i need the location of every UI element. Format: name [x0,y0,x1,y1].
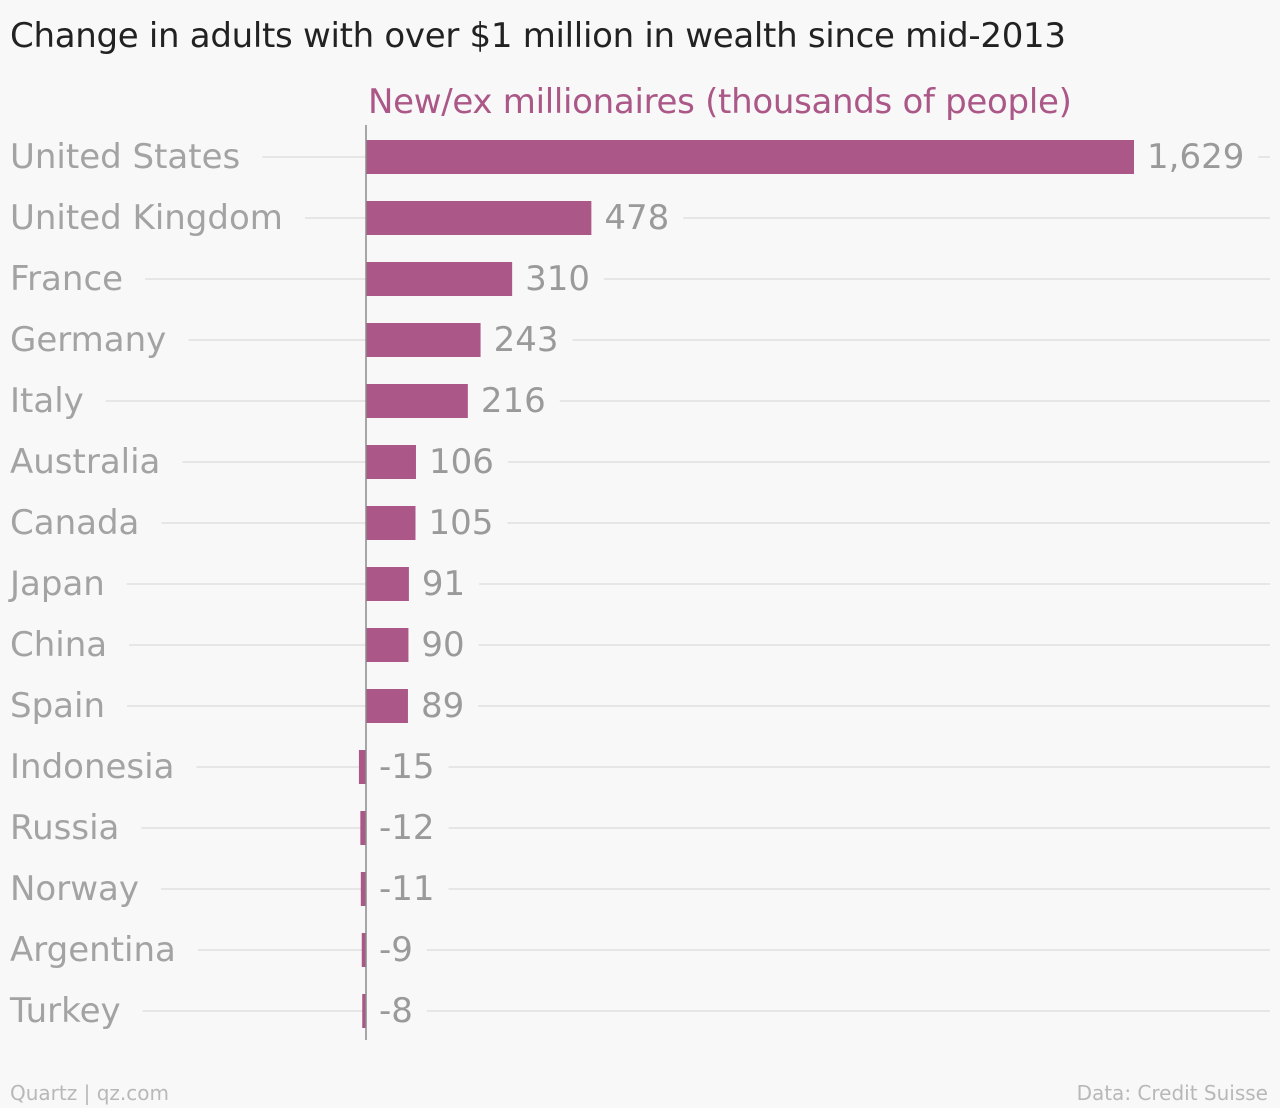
value-label: 106 [429,442,494,482]
value-label: 90 [421,625,464,665]
category-label: Indonesia [10,747,174,787]
bar [366,384,468,418]
category-label: Australia [10,442,160,482]
category-label: Argentina [10,930,176,970]
chart-title: Change in adults with over $1 million in… [10,16,1066,56]
bar [366,689,408,723]
series-title: New/ex millionaires (thousands of people… [368,82,1072,122]
value-label: -8 [379,991,413,1031]
gridlines [105,156,1270,1012]
bar [361,933,366,967]
bar [366,323,481,357]
value-label: 105 [429,503,494,543]
category-label: China [10,625,107,665]
category-label: Germany [10,320,166,360]
value-label: -9 [379,930,413,970]
category-label: Norway [10,869,139,909]
value-label: 91 [422,564,465,604]
bar [366,445,416,479]
bars [358,140,1134,1028]
value-label: 478 [604,198,669,238]
bar [362,994,366,1028]
category-label: France [10,259,123,299]
category-label: Spain [10,686,105,726]
bar [366,567,409,601]
value-label: 216 [481,381,546,421]
category-label: Japan [8,564,105,604]
category-label: Canada [10,503,139,543]
labels: United States 1,629 United Kingdom 478 Franc… [8,137,1244,1031]
value-label: 89 [421,686,464,726]
value-label: 1,629 [1147,137,1244,177]
value-label: -12 [379,808,435,848]
category-label: United States [10,137,240,177]
category-label: Turkey [9,991,121,1031]
value-label: 310 [525,259,590,299]
value-label: -15 [379,747,435,787]
value-label: -11 [379,869,435,909]
bar [366,628,409,662]
data-source: Data: Credit Suisse [1076,1081,1268,1105]
bar [366,506,416,540]
value-label: 243 [494,320,559,360]
source-credit: Quartz | qz.com [10,1081,169,1105]
category-label: Italy [10,381,84,421]
category-label: United Kingdom [10,198,283,238]
bar [360,872,366,906]
bar [366,140,1134,174]
bar [366,201,592,235]
bar [358,750,366,784]
bar [366,262,513,296]
bar [360,811,366,845]
category-label: Russia [10,808,119,848]
